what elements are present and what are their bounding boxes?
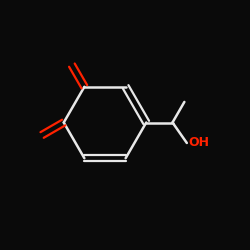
Text: OH: OH bbox=[189, 136, 210, 149]
